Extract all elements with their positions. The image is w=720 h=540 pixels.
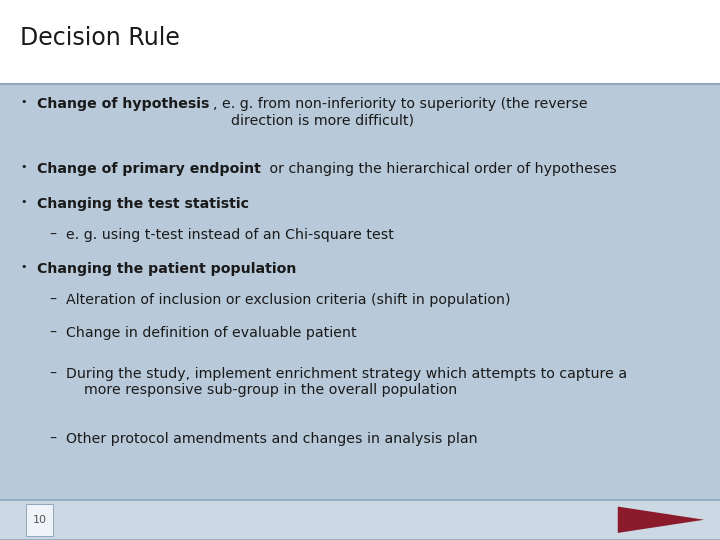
Bar bbox=[0, 84, 720, 500]
Polygon shape bbox=[618, 507, 704, 533]
Text: –: – bbox=[49, 367, 56, 381]
Text: , e. g. from non-inferiority to superiority (the reverse
    direction is more d: , e. g. from non-inferiority to superior… bbox=[213, 97, 588, 127]
Text: •: • bbox=[20, 162, 27, 172]
Text: or changing the hierarchical order of hypotheses: or changing the hierarchical order of hy… bbox=[265, 162, 616, 176]
Text: Changing the test statistic: Changing the test statistic bbox=[37, 197, 249, 211]
Text: e. g. using t-test instead of an Chi-square test: e. g. using t-test instead of an Chi-squ… bbox=[66, 228, 394, 242]
Text: Changing the patient population: Changing the patient population bbox=[37, 262, 297, 276]
Text: Change in definition of evaluable patient: Change in definition of evaluable patien… bbox=[66, 326, 357, 340]
Text: Change of hypothesis: Change of hypothesis bbox=[37, 97, 210, 111]
Text: 10: 10 bbox=[32, 515, 47, 525]
Text: Other protocol amendments and changes in analysis plan: Other protocol amendments and changes in… bbox=[66, 432, 478, 446]
Text: –: – bbox=[49, 228, 56, 242]
Text: Decision Rule: Decision Rule bbox=[20, 26, 180, 50]
Text: –: – bbox=[49, 326, 56, 340]
Text: •: • bbox=[20, 262, 27, 272]
Bar bbox=[26, 504, 53, 536]
Text: Alteration of inclusion or exclusion criteria (shift in population): Alteration of inclusion or exclusion cri… bbox=[66, 293, 510, 307]
Text: •: • bbox=[20, 97, 27, 107]
Text: Change of primary endpoint: Change of primary endpoint bbox=[37, 162, 261, 176]
Bar bbox=[0, 500, 720, 540]
Text: –: – bbox=[49, 432, 56, 446]
Text: –: – bbox=[49, 293, 56, 307]
Text: •: • bbox=[20, 197, 27, 207]
Bar bbox=[0, 0, 720, 84]
Text: During the study, implement enrichment strategy which attempts to capture a
    : During the study, implement enrichment s… bbox=[66, 367, 627, 397]
